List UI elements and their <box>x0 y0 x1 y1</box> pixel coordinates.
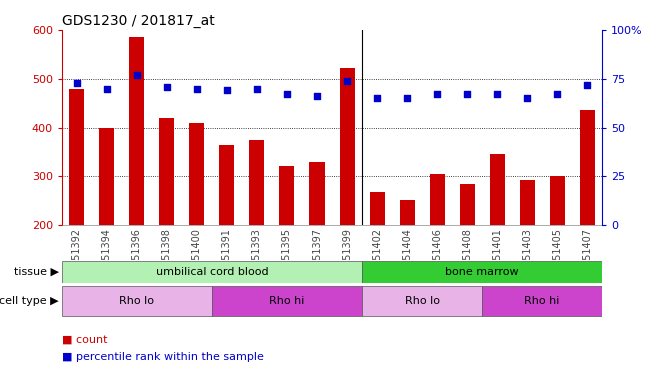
Bar <box>400 200 415 225</box>
Text: Rho lo: Rho lo <box>119 296 154 306</box>
Bar <box>279 165 294 225</box>
Point <box>522 95 533 101</box>
Bar <box>579 110 594 225</box>
Bar <box>130 38 145 225</box>
Text: GDS1230 / 201817_at: GDS1230 / 201817_at <box>62 13 215 28</box>
Bar <box>490 154 505 225</box>
Point <box>282 92 292 98</box>
Text: cell type ▶: cell type ▶ <box>0 296 59 306</box>
Bar <box>549 176 564 225</box>
Point <box>492 92 503 98</box>
Point <box>132 72 142 78</box>
Bar <box>62 261 362 283</box>
Point <box>372 95 382 101</box>
Text: tissue ▶: tissue ▶ <box>14 267 59 277</box>
Bar <box>159 118 174 225</box>
Text: bone marrow: bone marrow <box>445 267 519 277</box>
Bar <box>370 192 385 225</box>
Point <box>191 86 202 92</box>
Bar <box>219 145 234 225</box>
Bar <box>430 174 445 225</box>
Bar <box>362 286 482 316</box>
Text: ■ count: ■ count <box>62 335 107 345</box>
Bar <box>482 286 602 316</box>
Text: Rho hi: Rho hi <box>270 296 305 306</box>
Point <box>161 84 172 90</box>
Point <box>342 78 352 84</box>
Point <box>582 82 592 88</box>
Point <box>432 92 442 98</box>
Bar <box>189 123 204 225</box>
Point <box>72 80 82 86</box>
Bar <box>460 184 475 225</box>
Text: ■ percentile rank within the sample: ■ percentile rank within the sample <box>62 352 264 362</box>
Bar <box>309 162 324 225</box>
Point <box>402 95 412 101</box>
Bar <box>100 128 115 225</box>
Point <box>252 86 262 92</box>
Point <box>102 86 112 92</box>
Point <box>222 87 232 93</box>
Bar <box>249 140 264 225</box>
Bar <box>519 180 534 225</box>
Bar <box>70 90 85 225</box>
Bar <box>340 68 355 225</box>
Point <box>552 92 562 98</box>
Bar <box>62 286 212 316</box>
Text: Rho hi: Rho hi <box>525 296 560 306</box>
Bar <box>362 261 602 283</box>
Point <box>312 93 322 99</box>
Text: umbilical cord blood: umbilical cord blood <box>156 267 268 277</box>
Text: Rho lo: Rho lo <box>404 296 439 306</box>
Bar <box>212 286 362 316</box>
Point <box>462 92 473 98</box>
